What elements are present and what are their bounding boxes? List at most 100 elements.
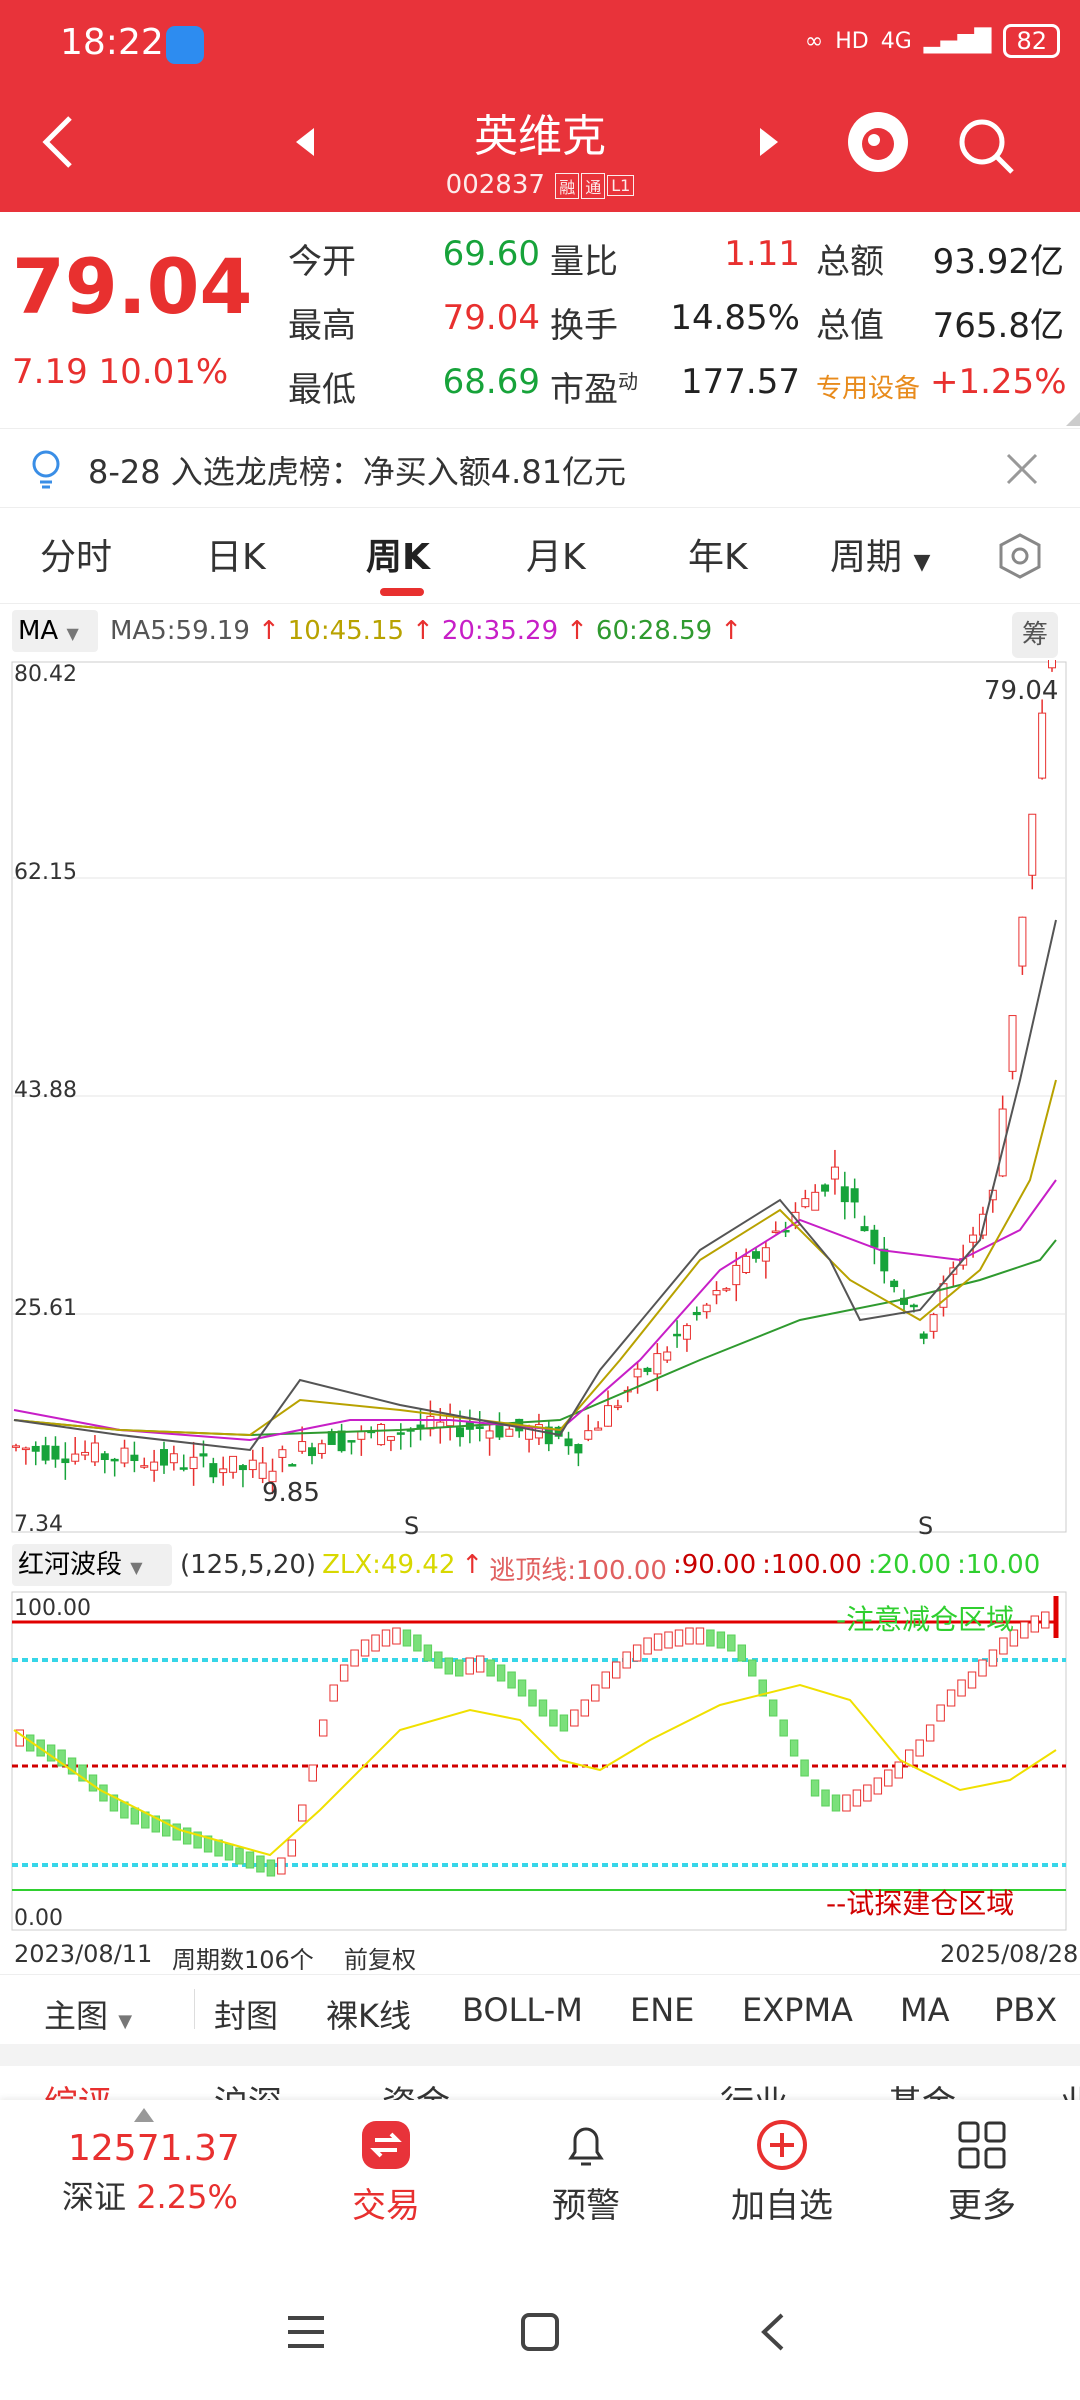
indicator-bar xyxy=(570,1709,579,1727)
indicator-bar xyxy=(528,1689,537,1707)
indicator-v2: :100.00 xyxy=(762,1550,862,1580)
y-axis-label: 25.61 xyxy=(14,1296,77,1321)
indicator-bar xyxy=(203,1835,213,1853)
trade-icon xyxy=(362,2121,410,2169)
search-icon[interactable] xyxy=(956,116,1016,176)
nav-more[interactable]: 更多 xyxy=(922,2118,1042,2227)
notice-text: 8-28 入选龙虎榜：净买入额4.81亿元 xyxy=(88,453,627,491)
ma10-line xyxy=(13,1079,1057,1437)
home-icon[interactable] xyxy=(520,2312,560,2352)
indicator-chart[interactable] xyxy=(0,1590,1080,1934)
start-date: 2023/08/11 xyxy=(14,1940,153,1968)
indicator-bar xyxy=(549,1709,558,1727)
notice-bar[interactable]: 8-28 入选龙虎榜：净买入额4.81亿元 xyxy=(0,428,1080,508)
candle-body xyxy=(169,1453,178,1464)
chip-distribution-button[interactable]: 筹 xyxy=(1012,612,1058,658)
bottom-tabs-peek: 综评 沪深 资金 行业 基金 业 xyxy=(0,2066,1080,2102)
back-icon[interactable] xyxy=(758,2312,788,2352)
candle-body xyxy=(248,1459,257,1471)
candle-body xyxy=(288,1464,297,1467)
expand-corner-icon[interactable] xyxy=(1066,412,1080,426)
candle-body xyxy=(1008,1015,1017,1072)
candle-body xyxy=(682,1325,691,1340)
indicator-bar xyxy=(538,1699,548,1717)
candle-body xyxy=(31,1445,40,1452)
ind-y-top: 100.00 xyxy=(14,1596,91,1621)
candle-body xyxy=(495,1423,504,1438)
ind-tab-ma[interactable]: MA xyxy=(900,1991,950,2029)
peek-tab[interactable]: 基金 xyxy=(888,2076,956,2102)
kline-chart[interactable] xyxy=(0,660,1080,1536)
candle-body xyxy=(347,1440,356,1443)
indicator-bar xyxy=(863,1784,872,1802)
back-button[interactable] xyxy=(38,112,78,172)
index-value[interactable]: 12571.37 xyxy=(68,2128,240,2169)
candle-body xyxy=(850,1188,859,1203)
indicator-bar xyxy=(748,1659,757,1677)
sector-label[interactable]: 专用设备 xyxy=(816,374,921,404)
tab-weekly[interactable]: 周K xyxy=(366,537,430,578)
indicator-bar xyxy=(999,1637,1008,1655)
change-value: 7.19 xyxy=(12,352,88,392)
candle-body xyxy=(880,1248,889,1272)
tab-intraday[interactable]: 分时 xyxy=(40,537,113,578)
y-axis-label: 7.34 xyxy=(14,1512,63,1537)
indicator-bar xyxy=(78,1764,87,1782)
peek-tab[interactable]: 业 xyxy=(1060,2076,1080,2102)
next-stock-button[interactable] xyxy=(760,128,778,156)
indicator-bar xyxy=(758,1679,767,1697)
main-chart-select[interactable]: 主图 ▼ xyxy=(44,1991,132,2037)
system-nav-bar xyxy=(0,2270,1080,2400)
indicator-bar xyxy=(632,1644,642,1662)
indicator-bar xyxy=(235,1847,244,1865)
index-pct: 2.25% xyxy=(136,2178,238,2216)
period-tabs: 分时 日K 周K 月K 年K 周期 ▼ xyxy=(0,508,1080,604)
peek-tab[interactable]: 综评 xyxy=(44,2076,112,2102)
ind-tab-fengtu[interactable]: 封图 xyxy=(214,1997,279,2035)
ind-tab-pbx[interactable]: PBX xyxy=(994,1991,1058,2029)
indicator-select[interactable]: 红河波段 ▼ xyxy=(12,1544,172,1586)
index-name[interactable]: 深证 2.25% xyxy=(62,2172,238,2218)
candle-body xyxy=(909,1304,918,1308)
peek-tab[interactable]: 行业 xyxy=(720,2076,788,2102)
top-bar: 18:22 ∞ HD 4G ▂▄▆█ 82 英维克 002837 融通 L1 xyxy=(0,0,1080,212)
ind-tab-ene[interactable]: ENE xyxy=(630,1991,695,2029)
ma-select[interactable]: MA ▼ xyxy=(12,610,98,652)
peek-tab[interactable]: 资金 xyxy=(382,2076,450,2102)
low-value: 68.69 xyxy=(442,362,540,402)
escape-line-value: 逃顶线:100.00 xyxy=(489,1556,667,1586)
prev-stock-button[interactable] xyxy=(296,128,314,156)
build-zone-label: --试探建仓区域 xyxy=(826,1887,1015,1920)
vol-ratio-value: 1.11 xyxy=(724,234,800,274)
nav-trade[interactable]: 交易 xyxy=(326,2118,446,2227)
tab-daily[interactable]: 日K xyxy=(206,537,266,578)
tab-yearly[interactable]: 年K xyxy=(688,537,748,578)
tab-period[interactable]: 周期 ▼ xyxy=(830,528,930,580)
candle-body xyxy=(61,1458,70,1464)
ind-tab-boll[interactable]: BOLL-M xyxy=(462,1991,583,2029)
close-icon[interactable] xyxy=(1004,451,1040,487)
candle-body xyxy=(308,1447,316,1457)
period-count: 周期数106个 xyxy=(172,1946,314,1974)
peek-tab[interactable]: 沪深 xyxy=(214,2076,282,2102)
nav-trade-label: 交易 xyxy=(352,2186,420,2226)
ind-tab-bare-k[interactable]: 裸K线 xyxy=(326,1997,411,2035)
indicator-bar xyxy=(601,1671,610,1689)
nav-add-watchlist[interactable]: 加自选 xyxy=(722,2118,842,2227)
nav-alert[interactable]: 预警 xyxy=(526,2118,646,2227)
candle-body xyxy=(396,1432,405,1435)
candle-body xyxy=(51,1445,60,1460)
up-arrow-icon: ↑ xyxy=(720,616,742,646)
indicator-bar xyxy=(256,1855,265,1873)
settings-hex-icon[interactable] xyxy=(996,532,1044,580)
tab-monthly[interactable]: 月K xyxy=(526,537,586,578)
up-arrow-icon: ↑ xyxy=(461,1550,484,1580)
connect-tag: 通 xyxy=(581,172,606,199)
indicator-bar xyxy=(653,1633,663,1651)
mascot-icon[interactable] xyxy=(848,112,908,172)
candle-body xyxy=(840,1186,849,1203)
candle-body xyxy=(604,1405,612,1427)
indicator-toolbar: 主图 ▼ 封图 裸K线 BOLL-M ENE EXPMA MA PBX xyxy=(0,1974,1080,2044)
ind-tab-expma[interactable]: EXPMA xyxy=(742,1991,853,2029)
menu-icon[interactable] xyxy=(286,2314,326,2350)
